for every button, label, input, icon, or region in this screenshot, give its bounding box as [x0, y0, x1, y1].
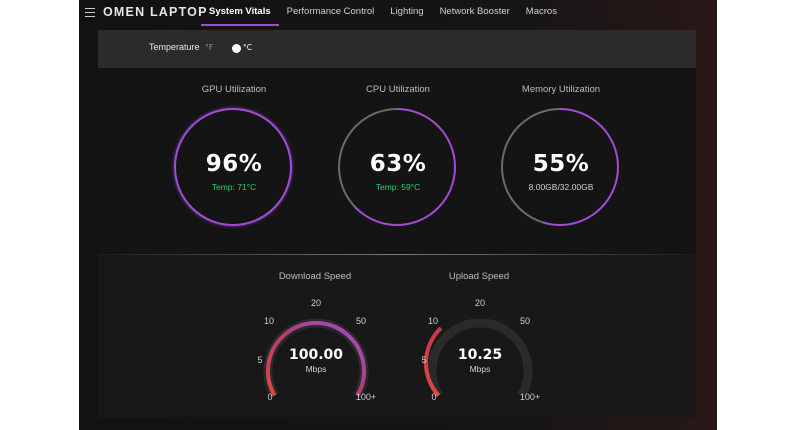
- temperature-unit-toggle[interactable]: [222, 44, 242, 53]
- memory-utilization-value: 55%: [532, 151, 590, 177]
- upload-scale-100: 100+: [520, 392, 540, 402]
- upload-speed-value: 10.25: [458, 347, 502, 363]
- cpu-utilization-title: CPU Utilization: [366, 84, 430, 95]
- upload-speed-title: Upload Speed: [448, 271, 510, 282]
- gpu-utilization-value: 96%: [205, 151, 263, 177]
- upload-speed-unit: Mbps: [470, 364, 491, 374]
- cpu-temperature: Temp: 59°C: [375, 182, 421, 192]
- celsius-label[interactable]: °C: [243, 43, 252, 52]
- top-navigation-bar: OMEN LAPTOP System Vitals Performance Co…: [79, 0, 717, 26]
- tab-system-vitals[interactable]: System Vitals: [201, 0, 279, 26]
- temperature-label: Temperature: [149, 42, 200, 52]
- upload-gauge-arc: [423, 326, 443, 397]
- upload-scale-50: 50: [520, 316, 530, 326]
- download-scale-20: 20: [311, 298, 321, 308]
- upload-gauge-track: [427, 318, 533, 398]
- gpu-utilization-ring: [174, 108, 292, 226]
- download-speed-unit: Mbps: [306, 364, 327, 374]
- temperature-unit-bar: Temperature °F °C: [98, 30, 696, 68]
- toggle-knob: [232, 44, 241, 53]
- network-speed-section: Download Speed Upload Speed: [98, 255, 696, 417]
- system-vitals-panel: Temperature °F °C GPU Utilization 96% Te…: [98, 30, 696, 417]
- download-scale-0: 0: [267, 392, 272, 402]
- gpu-utilization-title: GPU Utilization: [201, 84, 267, 95]
- tab-macros[interactable]: Macros: [525, 6, 557, 17]
- memory-utilization-title: Memory Utilization: [521, 84, 601, 95]
- download-speed-title: Download Speed: [278, 271, 352, 282]
- download-gauge-arc: [266, 321, 366, 397]
- download-scale-50: 50: [356, 316, 366, 326]
- cpu-utilization-ring: [338, 108, 456, 226]
- tab-performance-control[interactable]: Performance Control: [286, 6, 375, 17]
- tab-network-booster[interactable]: Network Booster: [439, 6, 510, 17]
- omen-app-window: OMEN LAPTOP System Vitals Performance Co…: [79, 0, 717, 430]
- memory-usage: 8.00GB/32.00GB: [528, 182, 594, 192]
- upload-scale-20: 20: [475, 298, 485, 308]
- download-scale-100: 100+: [356, 392, 376, 402]
- download-scale-5: 5: [257, 355, 262, 365]
- cpu-utilization-value: 63%: [369, 151, 427, 177]
- brand-title: OMEN LAPTOP: [103, 5, 208, 19]
- section-divider: [98, 254, 696, 255]
- fahrenheit-label[interactable]: °F: [205, 43, 214, 52]
- download-scale-10: 10: [264, 316, 274, 326]
- tab-lighting[interactable]: Lighting: [390, 6, 424, 17]
- upload-scale-10: 10: [428, 316, 438, 326]
- upload-scale-0: 0: [431, 392, 436, 402]
- upload-scale-5: 5: [421, 355, 426, 365]
- network-gauges: 0 5 10 20 50 100+ 100.00 Mbps 0 5 10 20 …: [257, 298, 540, 402]
- download-speed-value: 100.00: [289, 347, 343, 363]
- utilization-section: GPU Utilization 96% Temp: 71°C CPU Utili…: [98, 68, 696, 254]
- hamburger-menu-icon[interactable]: [85, 8, 95, 17]
- tab-bar: System Vitals Performance Control Lighti…: [201, 0, 565, 26]
- gpu-temperature: Temp: 71°C: [211, 182, 257, 192]
- memory-utilization-ring: [501, 108, 619, 226]
